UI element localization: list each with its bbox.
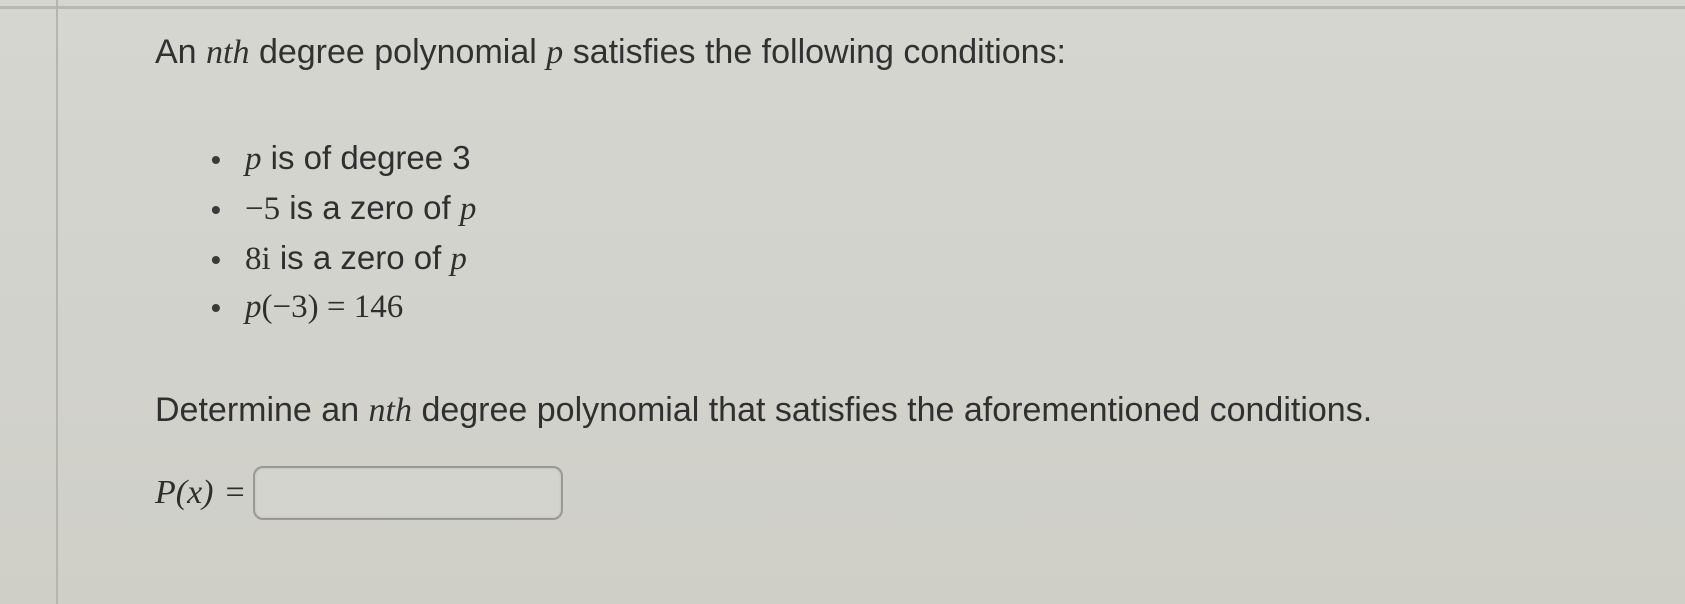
intro-text-post: satisfies the following conditions:: [563, 33, 1066, 71]
bullet-icon: •: [211, 189, 245, 230]
num-minus5: −5: [245, 191, 280, 227]
condition-degree: p is of degree 3: [245, 134, 471, 184]
intro-line: An nth degree polynomial p satisfies the…: [155, 30, 1645, 76]
answer-lhs-label: P(x): [155, 474, 214, 512]
prompt-pre: Determine an: [155, 391, 369, 429]
condition-zero-real: −5 is a zero of p: [245, 184, 476, 234]
var-p: p: [245, 141, 262, 177]
intro-p-italic: p: [546, 34, 563, 71]
intro-nth-italic: nth: [206, 34, 249, 71]
list-item: • −5 is a zero of p: [211, 184, 1645, 234]
cond-text: is of degree 3: [262, 139, 471, 176]
intro-text-mid: degree polynomial: [250, 33, 547, 71]
bullet-icon: •: [211, 139, 245, 180]
rparen-eq-val: ) = 146: [308, 289, 404, 325]
lparen: (: [262, 289, 273, 325]
condition-zero-imag: 8i is a zero of p: [245, 234, 467, 284]
var-p: p: [450, 241, 467, 277]
list-item: • 8i is a zero of p: [211, 234, 1645, 284]
bullet-icon: •: [211, 287, 245, 328]
left-margin-rule: [56, 0, 58, 604]
cond-text: is a zero of: [280, 189, 460, 226]
top-rule: [0, 6, 1685, 9]
answer-row: P(x) =: [155, 466, 1645, 520]
question-page: An nth degree polynomial p satisfies the…: [0, 0, 1685, 604]
answer-input[interactable]: [253, 466, 563, 520]
list-item: • p(−3) = 146: [211, 283, 1645, 332]
prompt-line: Determine an nth degree polynomial that …: [155, 388, 1645, 434]
intro-text-pre: An: [155, 33, 206, 71]
condition-point-value: p(−3) = 146: [245, 283, 403, 332]
prompt-post: degree polynomial that satisfies the afo…: [412, 391, 1372, 429]
num-8i: 8i: [245, 241, 271, 277]
equals-sign: =: [226, 474, 245, 512]
num-minus3: −3: [273, 289, 308, 325]
cond-text: is a zero of: [271, 239, 451, 276]
var-p: p: [460, 191, 477, 227]
list-item: • p is of degree 3: [211, 134, 1645, 184]
conditions-list: • p is of degree 3 • −5 is a zero of p •…: [211, 134, 1645, 332]
question-content: An nth degree polynomial p satisfies the…: [155, 30, 1645, 520]
prompt-nth-italic: nth: [369, 392, 412, 429]
var-p: p: [245, 289, 262, 325]
bullet-icon: •: [211, 239, 245, 280]
